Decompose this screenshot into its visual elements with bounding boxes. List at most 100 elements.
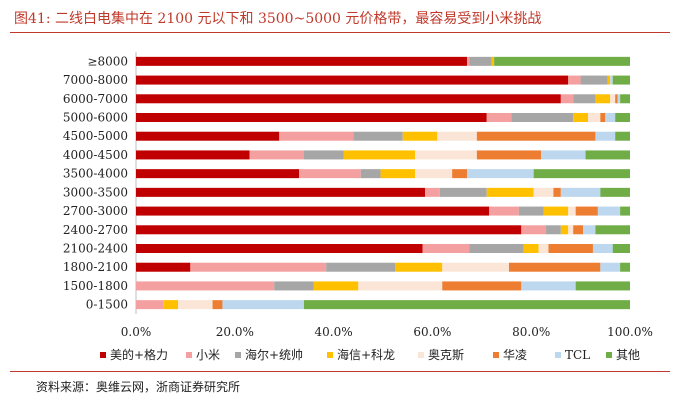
bar-segment-TCL-1500-1800 <box>521 281 576 291</box>
bar-segment-美的+格力-2700-3000 <box>136 206 490 216</box>
bar-segment-海信+科龙-2400-2700 <box>560 225 569 235</box>
bar-segment-华凌-5000-6000 <box>600 113 606 122</box>
bar-segment-华凌-2700-3000 <box>575 206 598 216</box>
bar-segment-海尔+统帅-≥8000 <box>469 56 492 66</box>
bar-segment-海信+科龙-≥8000 <box>491 56 495 66</box>
bar-segment-奥克斯-4500-5000 <box>437 131 477 141</box>
bar-segment-美的+格力-≥8000 <box>136 56 467 66</box>
y-tick-label: 4000-4500 <box>63 148 128 162</box>
bar-segment-奥克斯-3000-3500 <box>533 187 554 197</box>
bar-segment-其他-5000-6000 <box>615 113 630 122</box>
legend-label: 其他 <box>616 348 640 362</box>
y-axis-labels: ≥8000 7000-8000 6000-7000 5000-6000 4500-500… <box>63 54 128 311</box>
bar-segment-华凌-3000-3500 <box>553 187 561 197</box>
bar-segment-其他-≥8000 <box>494 56 630 66</box>
y-tick-label: 3000-3500 <box>63 185 128 199</box>
bar-segment-美的+格力-7000-8000 <box>136 75 569 85</box>
legend-swatch-华凌 <box>493 352 499 358</box>
bar-segment-TCL-1800-2100 <box>600 262 621 272</box>
x-tick-label: 20.0% <box>216 325 254 339</box>
bar-segment-海信+科龙-4000-4500 <box>343 150 416 160</box>
legend-swatch-小米 <box>186 352 192 358</box>
bar-segment-TCL-6000-7000 <box>617 94 621 104</box>
bar-segment-TCL-2700-3000 <box>597 206 621 216</box>
bar-segment-小米-7000-8000 <box>568 75 581 85</box>
bar-segment-小米-4500-5000 <box>279 131 354 141</box>
bar-segment-奥克斯-1500-1800 <box>358 281 443 291</box>
bar-segment-美的+格力-3500-4000 <box>136 169 300 179</box>
y-tick-label: 2400-2700 <box>63 223 128 237</box>
bar-segment-其他-2400-2700 <box>595 225 630 235</box>
chart-title: 图41: 二线白电集中在 2100 元以下和 3500~5000 元价格带，最容… <box>14 11 542 27</box>
bar-segment-TCL-3000-3500 <box>560 187 601 197</box>
legend-swatch-美的+格力 <box>100 352 106 358</box>
bar-segment-美的+格力-4500-5000 <box>136 131 280 141</box>
bar-segment-其他-6000-7000 <box>620 94 630 104</box>
bar-segment-海信+科龙-7000-8000 <box>607 75 611 85</box>
bar-segment-奥克斯-2400-2700 <box>568 225 574 235</box>
bar-segment-华凌-4500-5000 <box>476 131 596 141</box>
legend-swatch-海信+科龙 <box>327 352 333 358</box>
bar-segment-美的+格力-5000-6000 <box>136 113 487 122</box>
bar-segment-小米-6000-7000 <box>560 94 574 104</box>
bar-segment-海信+科龙-3000-3500 <box>486 187 534 197</box>
y-tick-label: 2100-2400 <box>63 242 128 256</box>
bar-segment-海尔+统帅-5000-6000 <box>511 113 574 122</box>
bar-segment-海尔+统帅-7000-8000 <box>580 75 608 85</box>
bar-segment-小米-3500-4000 <box>299 169 361 179</box>
bar-segment-其他-2700-3000 <box>620 206 630 216</box>
footer-rule <box>10 371 670 372</box>
bar-segment-其他-7000-8000 <box>612 75 630 85</box>
bar-segment-小米-5000-6000 <box>486 113 512 122</box>
bar-segment-其他-1500-1800 <box>575 281 630 291</box>
x-axis-labels: 0.0% 20.0% 40.0% 60.0% 80.0% 100.0% <box>121 325 653 339</box>
bar-segment-海信+科龙-4500-5000 <box>402 131 438 141</box>
bar-segment-华凌-6000-7000 <box>615 94 618 104</box>
legend-label: 海尔+统帅 <box>245 347 303 362</box>
bar-segment-奥克斯-4000-4500 <box>415 150 477 160</box>
bar-segment-TCL-7000-8000 <box>610 75 613 85</box>
legend-label: 美的+格力 <box>110 347 168 362</box>
y-tick-label: 2700-3000 <box>63 204 128 218</box>
bar-segment-美的+格力-4000-4500 <box>136 150 250 160</box>
bar-segment-海尔+统帅-2100-2400 <box>469 244 524 253</box>
bar-segment-海信+科龙-2100-2400 <box>523 244 539 253</box>
source-note: 资料来源：奥维云网，浙商证券研究所 <box>36 380 241 394</box>
bar-segment-奥克斯-0-1500 <box>177 300 213 310</box>
bar-segment-其他-2100-2400 <box>612 244 630 253</box>
bar-segment-小米-4000-4500 <box>249 150 304 160</box>
x-tick-label: 80.0% <box>512 325 550 339</box>
bar-segments <box>136 56 630 310</box>
bar-segment-TCL-3500-4000 <box>466 169 534 179</box>
bar-segment-华凌-2100-2400 <box>548 244 593 253</box>
legend: 美的+格力 小米 海尔+统帅 海信+科龙 奥克斯 华凌 TCL 其他 <box>100 347 640 362</box>
bar-segment-美的+格力-3000-3500 <box>136 187 425 197</box>
y-tick-label: 3500-4000 <box>63 167 128 181</box>
bar-segment-海尔+统帅-2400-2700 <box>546 225 561 235</box>
bar-segment-海尔+统帅-4000-4500 <box>303 150 344 160</box>
bar-segment-其他-4000-4500 <box>585 150 630 160</box>
bar-segment-海尔+统帅-2700-3000 <box>518 206 544 216</box>
legend-label: TCL <box>565 348 590 362</box>
bar-segment-小米-2400-2700 <box>521 225 547 235</box>
bar-segment-TCL-0-1500 <box>222 300 304 310</box>
bar-segment-TCL-4000-4500 <box>541 150 586 160</box>
bar-segment-其他-3500-4000 <box>533 169 630 179</box>
bar-segment-美的+格力-6000-7000 <box>136 94 561 104</box>
legend-swatch-海尔+统帅 <box>235 352 241 358</box>
bar-segment-其他-4500-5000 <box>615 131 630 141</box>
y-tick-label: 5000-6000 <box>63 111 128 125</box>
bar-segment-小米-2100-2400 <box>422 244 470 253</box>
y-tick-label: 4500-5000 <box>63 129 128 143</box>
bar-segment-华凌-4000-4500 <box>476 150 542 160</box>
bar-segment-小米-3000-3500 <box>424 187 440 197</box>
bar-segment-海尔+统帅-1500-1800 <box>274 281 314 291</box>
legend-swatch-其他 <box>606 352 612 358</box>
bar-segment-TCL-2400-2700 <box>583 225 596 235</box>
x-tick-label: 100.0% <box>607 325 653 339</box>
legend-label: 海信+科龙 <box>337 347 395 362</box>
x-tick-label: 60.0% <box>413 325 451 339</box>
bar-segment-奥克斯-2700-3000 <box>568 206 576 216</box>
bar-segment-小米-0-1500 <box>136 300 164 310</box>
